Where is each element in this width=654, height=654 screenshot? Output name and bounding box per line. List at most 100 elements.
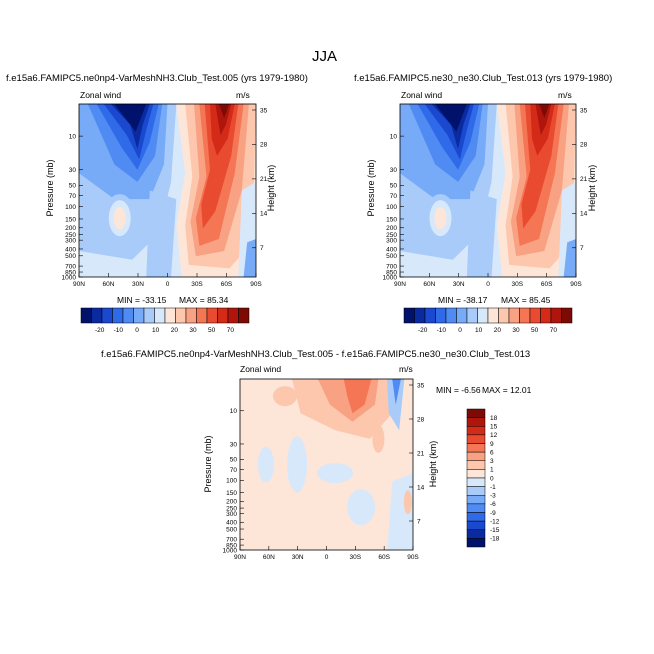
colorbar-label: 70 [550, 327, 558, 334]
x-tick-label: 90N [234, 554, 246, 561]
y-tick-label: 200 [386, 225, 397, 232]
y-tick-label: 250 [65, 232, 76, 239]
x-tick-label: 30S [512, 281, 524, 288]
colorbar-label: 30 [512, 327, 520, 334]
colorbar-swatch [143, 307, 155, 324]
colorbar-swatch [456, 307, 468, 324]
y-tick-label: 400 [226, 520, 237, 527]
panel1-title: f.e15a6.FAMIPC5.ne0np4-VarMeshNH3.Club_T… [6, 73, 308, 84]
y-tick-label: 1000 [223, 547, 238, 554]
colorbar-label: 30 [189, 327, 197, 334]
right-tick-label: 14 [580, 211, 588, 218]
y-tick-label: 400 [386, 246, 397, 253]
colorbar-label: 0 [135, 327, 139, 334]
y-tick-label: 700 [226, 537, 237, 544]
colorbar-label: 10 [475, 327, 483, 334]
x-tick-label: 0 [166, 281, 170, 288]
easterly-max [114, 104, 147, 132]
colorbar-swatch [122, 307, 134, 324]
diff-positive-3 [343, 379, 372, 414]
colorbar-label: -3 [490, 493, 496, 500]
y-tick-label: 1000 [383, 274, 398, 281]
right-tick-label: 7 [260, 245, 264, 252]
y-tick-label: 100 [65, 204, 76, 211]
y-tick-label: 10 [390, 133, 398, 140]
panel1-field [79, 104, 256, 277]
right-tick-label: 35 [417, 382, 425, 389]
colorbar-swatch [196, 307, 208, 324]
colorbar-swatch [445, 307, 457, 324]
page-title: JJA [312, 48, 338, 65]
colorbar-label: -9 [490, 510, 496, 517]
right-tick-label: 14 [417, 484, 425, 491]
colorbar-label: 70 [227, 327, 235, 334]
y-tick-label: 300 [226, 511, 237, 518]
colorbar-swatch [466, 495, 486, 505]
colorbar-label: -15 [490, 527, 500, 534]
colorbar-label: -10 [114, 327, 124, 334]
panel1-field-label: Zonal wind [80, 90, 122, 100]
diff-positive-6 [403, 490, 412, 515]
colorbar-swatch [164, 307, 176, 324]
x-tick-label: 90N [394, 281, 406, 288]
y-tick-label: 100 [386, 204, 397, 211]
colorbar-swatch [466, 538, 486, 548]
panel2-min-label: MIN = -38.17 [438, 295, 488, 305]
colorbar-swatch [529, 307, 541, 324]
colorbar-swatch [466, 529, 486, 539]
colorbar-label: -20 [95, 327, 105, 334]
easterly-max [435, 104, 467, 132]
westerly-max [218, 104, 230, 118]
colorbar-label: -6 [490, 501, 496, 508]
colorbar-label: -18 [490, 536, 500, 543]
y-tick-label: 70 [390, 193, 398, 200]
panel2-title: f.e15a6.FAMIPC5.ne30_ne30.Club_Test.013 … [354, 73, 613, 84]
x-tick-label: 30N [453, 281, 465, 288]
panel3-field [240, 379, 413, 550]
colorbar-swatch [466, 451, 486, 461]
colorbar-swatch [519, 307, 531, 324]
colorbar-swatch [238, 307, 250, 324]
polar-easterly [243, 238, 256, 277]
colorbar-label: -1 [490, 484, 496, 491]
colorbar-label: 9 [490, 441, 494, 448]
panel3-min-label: MIN = -6.56 [436, 385, 481, 395]
y-tick-label: 200 [65, 225, 76, 232]
panel3-max-label: MAX = 12.01 [482, 385, 532, 395]
diff-negative-6 [257, 446, 274, 483]
y-tick-label: 50 [230, 457, 238, 464]
panel2-field-label: Zonal wind [401, 90, 443, 100]
colorbar-label: -12 [490, 518, 500, 525]
y-tick-label: 850 [386, 269, 397, 276]
x-tick-label: 0 [486, 281, 490, 288]
x-tick-label: 60N [263, 554, 275, 561]
colorbar-swatch [185, 307, 197, 324]
colorbar-label: -10 [437, 327, 447, 334]
y-tick-label: 30 [390, 167, 398, 174]
nh-jet-core [113, 207, 126, 230]
colorbar-swatch [466, 460, 486, 470]
colorbar-swatch [227, 307, 239, 324]
y-tick-label: 100 [226, 478, 237, 485]
diff-positive-4 [272, 386, 297, 407]
y-tick-label: 850 [65, 269, 76, 276]
colorbar-swatch [466, 477, 486, 487]
colorbar-swatch [466, 408, 486, 418]
x-tick-label: 60S [221, 281, 233, 288]
y-tick-label: 500 [386, 253, 397, 260]
colorbar-swatch [550, 307, 562, 324]
right-tick-label: 7 [580, 245, 584, 252]
y-tick-label: 500 [226, 526, 237, 533]
westerly-band-7 [215, 104, 232, 136]
x-tick-label: 30N [292, 554, 304, 561]
colorbar-swatch [508, 307, 520, 324]
right-tick-label: 35 [580, 107, 588, 114]
colorbar-label: 18 [490, 415, 498, 422]
colorbar-swatch [133, 307, 145, 324]
colorbar-label: 12 [490, 432, 498, 439]
right-tick-label: 28 [260, 142, 268, 149]
tropical-band [466, 190, 497, 277]
colorbar-swatch [466, 443, 486, 453]
x-tick-label: 30N [132, 281, 144, 288]
westerly-band-7 [535, 104, 552, 136]
